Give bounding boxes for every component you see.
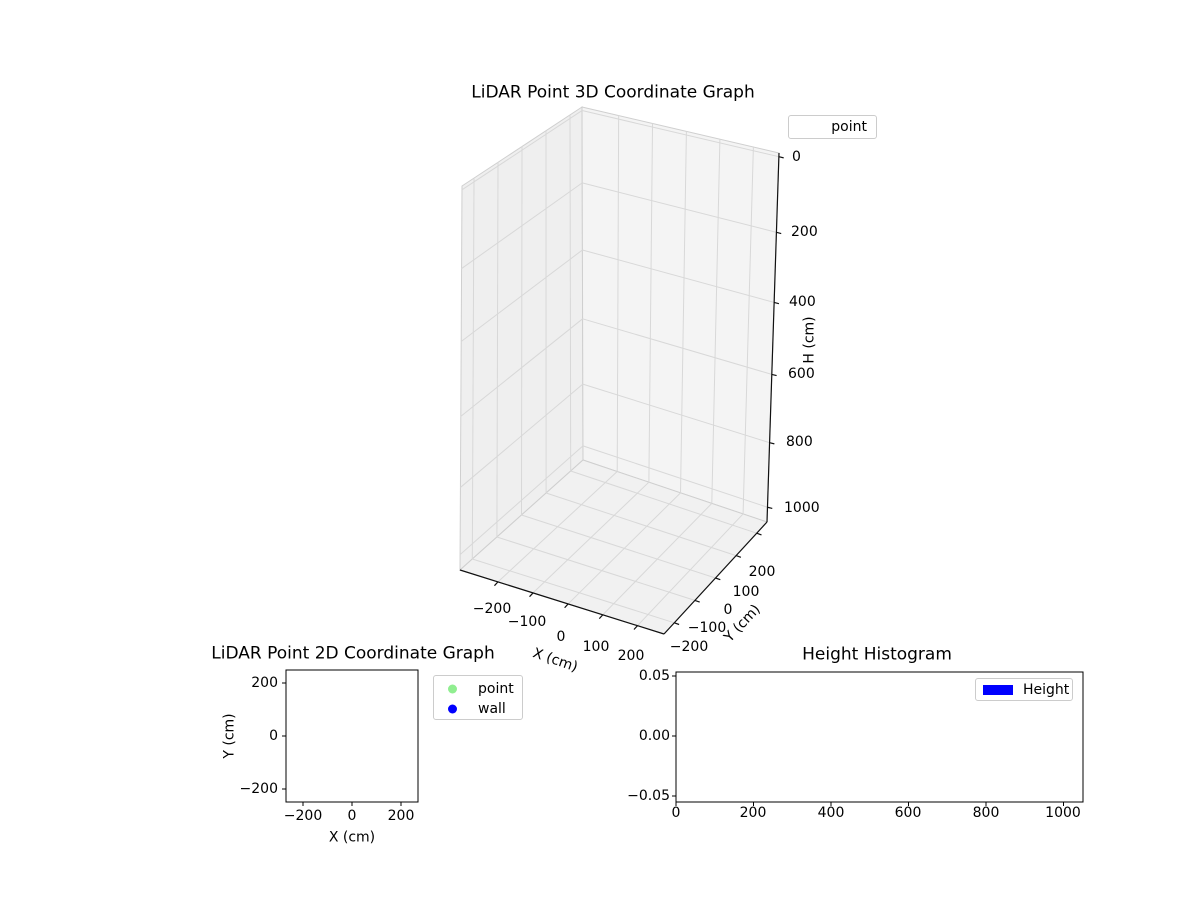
wall-marker-icon bbox=[448, 704, 457, 714]
plot2d-title: LiDAR Point 2D Coordinate Graph bbox=[211, 643, 495, 664]
tick-label: 0 bbox=[347, 808, 357, 824]
tick-label: 800 bbox=[972, 805, 1000, 821]
tick-label: 0 bbox=[792, 149, 801, 165]
plot3d-legend-label-point: point bbox=[831, 119, 867, 135]
tick-label: 100 bbox=[732, 584, 760, 600]
plot3d-legend: point bbox=[788, 115, 877, 139]
tick-label: −200 bbox=[472, 601, 512, 617]
tick-label: −100 bbox=[507, 614, 547, 630]
plot2d-legend-entry-point: point bbox=[434, 679, 522, 699]
tick-label: 100 bbox=[582, 639, 610, 655]
tick-label: 600 bbox=[894, 805, 922, 821]
height-bar-swatch-icon bbox=[983, 685, 1013, 695]
hist-legend: Height bbox=[975, 678, 1073, 701]
tick-label: 0 bbox=[269, 728, 278, 744]
tick-label: 200 bbox=[739, 805, 767, 821]
plot3d-title: LiDAR Point 3D Coordinate Graph bbox=[471, 82, 755, 103]
tick-label: 0 bbox=[723, 602, 733, 618]
tick-label: 1000 bbox=[1045, 805, 1081, 821]
tick-label: 200 bbox=[617, 648, 645, 664]
tick-label: 400 bbox=[817, 805, 845, 821]
plot2d-legend-label-point: point bbox=[478, 681, 514, 697]
point-marker-icon bbox=[448, 684, 457, 694]
tick-label: 400 bbox=[789, 294, 816, 310]
hist-title: Height Histogram bbox=[802, 644, 952, 665]
tick-label: 0.05 bbox=[638, 668, 670, 684]
tick-label: 0 bbox=[556, 629, 566, 645]
hist-legend-label-height: Height bbox=[1023, 681, 1070, 698]
plot2d-yaxis-label: Y (cm) bbox=[221, 713, 238, 759]
tick-label: 600 bbox=[788, 366, 815, 382]
plot2d-legend-label-wall: wall bbox=[478, 701, 506, 717]
plot2d-axes bbox=[282, 669, 419, 806]
tick-label: 200 bbox=[387, 808, 415, 824]
tick-label: 0.00 bbox=[638, 728, 670, 744]
plot3d-zaxis-label: H (cm) bbox=[801, 316, 818, 364]
plot2d-legend: point wall bbox=[433, 675, 523, 720]
tick-label: −0.05 bbox=[627, 788, 670, 804]
plot2d-legend-entry-wall: wall bbox=[434, 699, 522, 719]
tick-label: 200 bbox=[748, 564, 776, 580]
tick-label: 200 bbox=[791, 224, 818, 240]
tick-label: 200 bbox=[251, 675, 278, 691]
tick-label: 800 bbox=[786, 434, 813, 450]
plot2d-xaxis-label: X (cm) bbox=[328, 829, 376, 846]
tick-label: 0 bbox=[671, 805, 681, 821]
tick-label: −200 bbox=[669, 639, 709, 655]
tick-label: 1000 bbox=[784, 500, 820, 516]
tick-label: −100 bbox=[687, 620, 727, 636]
tick-label: −200 bbox=[283, 808, 323, 824]
tick-label: −200 bbox=[239, 781, 278, 797]
plot3d-axes bbox=[459, 106, 784, 635]
